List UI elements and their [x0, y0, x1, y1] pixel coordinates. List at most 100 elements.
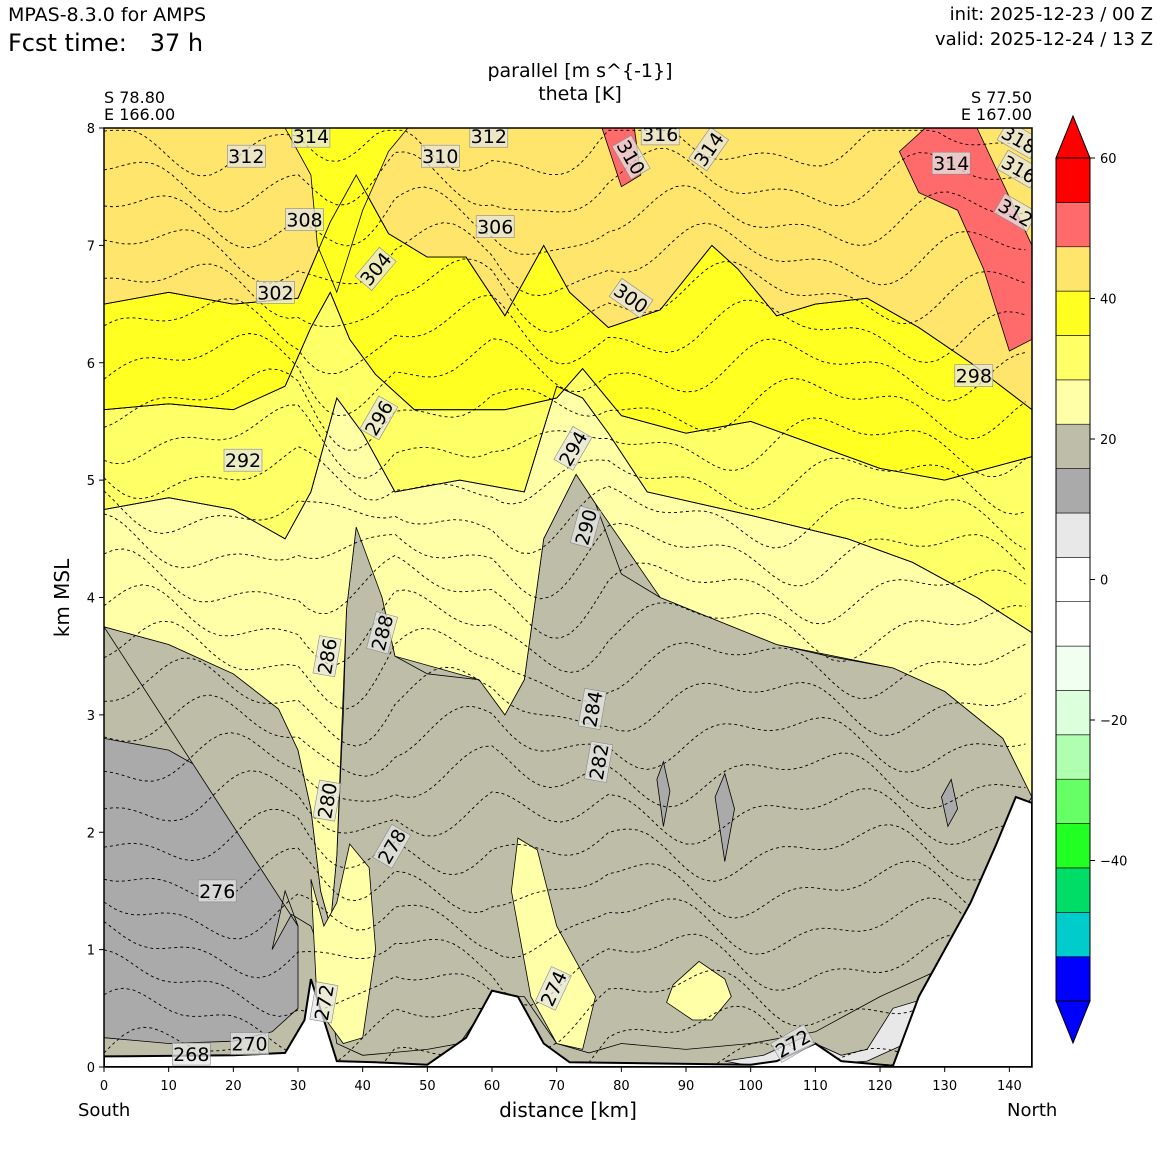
- colorbar-segment-17: [1055, 246, 1091, 292]
- colorbar-segment-19: [1055, 157, 1091, 203]
- wind-band-14: [714, 772, 735, 862]
- y-tick-label-5: 5: [87, 474, 95, 489]
- contour-label-box: [469, 128, 509, 148]
- x-tick-label-60: 60: [484, 1079, 501, 1094]
- contour-label-box: [230, 1032, 269, 1055]
- valid-time: valid: 2025-12-24 / 13 Z: [935, 29, 1153, 50]
- contour-label-text: 292: [225, 450, 261, 472]
- theta-dashed-286: [104, 694, 1026, 777]
- contour-label-box: [770, 1024, 816, 1063]
- colorbar-segment-5: [1055, 778, 1091, 824]
- theta-dashed-294: [104, 548, 1026, 639]
- contour-label-9: 284: [577, 688, 607, 730]
- contour-label-text: 268: [173, 1044, 209, 1066]
- x-tick-label-140: 140: [997, 1079, 1022, 1094]
- contour-label-text: 312: [471, 126, 507, 148]
- colorbar-tick-label-3: 20: [1100, 433, 1117, 448]
- colorbar-segment-6: [1055, 734, 1091, 780]
- y-tick-label-4: 4: [87, 592, 95, 607]
- theta-dashed-272: [104, 949, 1026, 1049]
- contour-label-28: 314: [931, 151, 971, 175]
- terrain: [104, 795, 1032, 1067]
- wind-band-6: [284, 128, 409, 294]
- x-tick-label-100: 100: [738, 1079, 763, 1094]
- colorbar-segment-18: [1055, 202, 1091, 248]
- contour-label-13: 292: [223, 448, 263, 472]
- theta-dashed-302: [104, 404, 1026, 479]
- contour-label-box: [291, 128, 331, 148]
- colorbar-tick-label-5: 60: [1100, 152, 1117, 167]
- x-tick-label-70: 70: [548, 1079, 565, 1094]
- contour-label-box: [577, 688, 607, 730]
- colorbar-segment-1: [1055, 956, 1091, 1002]
- contour-label-2: 272: [309, 981, 339, 1024]
- contour-label-box: [688, 128, 730, 172]
- south-label: South: [78, 1100, 131, 1121]
- x-tick-label-120: 120: [868, 1079, 893, 1094]
- contour-label-20: 306: [475, 215, 515, 239]
- contour-label-box: [354, 246, 397, 291]
- colorbar-segment-7: [1055, 690, 1091, 736]
- contour-label-box: [227, 144, 266, 168]
- colorbar-segment-2: [1055, 911, 1091, 957]
- colorbar-tick-label-4: 40: [1100, 293, 1117, 308]
- theta-dashed-314: [104, 185, 1026, 255]
- contour-label-0: 268: [172, 1042, 211, 1066]
- contour-label-box: [640, 128, 680, 146]
- theta-dashed-290: [104, 620, 1026, 710]
- chart-title-line2: theta [K]: [538, 83, 622, 105]
- contour-label-box: [611, 134, 651, 180]
- contour-label-box: [366, 611, 399, 655]
- x-tick-label-40: 40: [354, 1079, 371, 1094]
- contour-label-21: 308: [285, 208, 324, 232]
- colorbar-segment-16: [1055, 290, 1091, 336]
- contour-label-text: 308: [286, 210, 322, 232]
- theta-dashed-300: [104, 445, 1026, 515]
- y-axis-label: km MSL: [50, 558, 74, 638]
- colorbar-segment-15: [1055, 335, 1091, 381]
- contour-label-box: [309, 981, 339, 1024]
- wind-band-15: [941, 778, 959, 828]
- colorbar-tick-label-1: −20: [1100, 714, 1127, 729]
- contour-label-text: 298: [956, 366, 992, 388]
- contour-label-text: 310: [422, 146, 458, 168]
- contour-label-box: [172, 1042, 211, 1066]
- theta-dashed-312: [104, 222, 1026, 296]
- colorbar-segment-10: [1055, 556, 1091, 602]
- contour-label-24: 312: [227, 144, 266, 168]
- contour-label-box: [197, 879, 237, 903]
- wind-band-11: [666, 960, 732, 1021]
- colorbar-bottom-arrow: [1055, 1000, 1091, 1045]
- theta-dashed-304: [104, 368, 1026, 451]
- contour-label-box: [553, 426, 593, 471]
- right-lat: S 77.50: [970, 88, 1032, 107]
- contour-label-18: 302: [256, 280, 295, 304]
- colorbar-segment-11: [1055, 512, 1091, 558]
- contour-label-box: [256, 280, 295, 304]
- contour-label-box: [954, 364, 994, 388]
- colorbar-segment-4: [1055, 823, 1091, 869]
- colorbar-tick-label-2: 0: [1100, 574, 1108, 589]
- x-axis-label: distance [km]: [499, 1098, 637, 1122]
- theta-dashed-292: [104, 584, 1026, 673]
- theta-dashed-296: [104, 513, 1026, 600]
- theta-dashed-316: [104, 148, 1026, 213]
- colorbar-segment-9: [1055, 601, 1091, 647]
- right-lon: E 167.00: [960, 105, 1032, 124]
- x-tick-label-20: 20: [225, 1079, 242, 1094]
- contour-label-1: 270: [230, 1032, 269, 1056]
- y-tick-label-7: 7: [87, 239, 95, 254]
- x-tick-label-110: 110: [803, 1079, 828, 1094]
- theta-solid-0: [104, 385, 1032, 634]
- colorbar-segment-14: [1055, 379, 1091, 425]
- contour-label-text: 270: [231, 1034, 267, 1056]
- contour-label-box: [996, 149, 1032, 189]
- theta-dashed-298: [104, 485, 1026, 554]
- wind-band-13: [656, 760, 671, 827]
- contour-label-box: [475, 215, 515, 238]
- x-tick-label-130: 130: [932, 1079, 957, 1094]
- y-tick-label-6: 6: [87, 357, 95, 372]
- north-label: North: [1007, 1100, 1058, 1121]
- theta-dashed-280: [104, 809, 1026, 882]
- contour-label-29: 316: [640, 128, 680, 146]
